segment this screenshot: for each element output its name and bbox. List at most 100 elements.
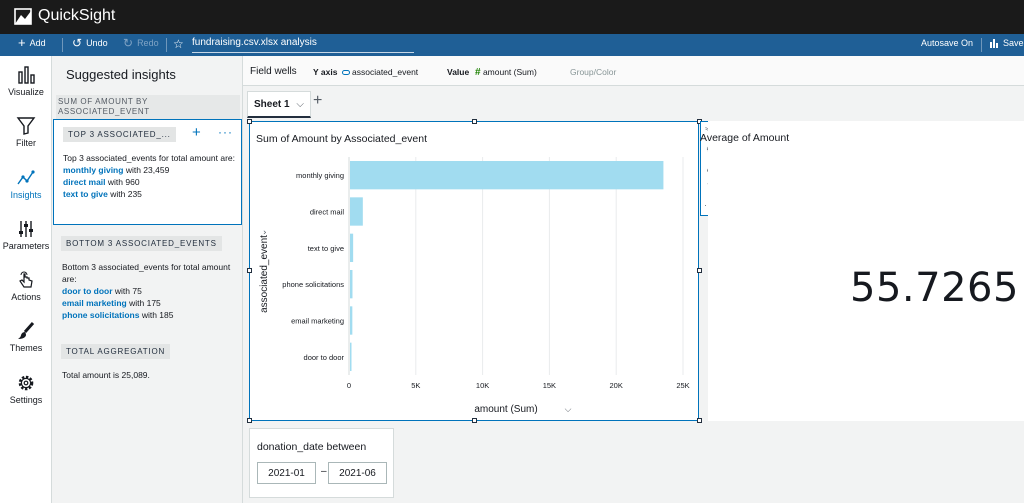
divider [981, 38, 982, 52]
y-axis-well[interactable]: associated_event [342, 67, 418, 77]
insight-tag: TOP 3 ASSOCIATED_... [63, 127, 176, 142]
bar[interactable] [350, 269, 353, 299]
nav-label: Parameters [2, 241, 50, 251]
analysis-toolbar: + Add ↺ Undo ↻ Redo ☆ fundraising.csv.xl… [0, 34, 1024, 56]
save-label: Save [1003, 38, 1024, 48]
kpi-title: Average of Amount [700, 132, 790, 144]
nav-label: Filter [16, 138, 36, 148]
redo-label: Redo [137, 38, 159, 48]
quicksight-logo-icon[interactable] [14, 8, 32, 25]
y-axis-field: associated_event [352, 67, 419, 77]
insight-row: text to give with 235 [63, 188, 235, 200]
y-tick-label: phone solicitations [282, 280, 344, 289]
save-button[interactable]: Save [989, 38, 1024, 48]
sliders-icon [19, 221, 33, 237]
y-axis-title[interactable]: associated_event [259, 235, 270, 313]
add-sheet-plus-icon[interactable]: + [313, 92, 323, 109]
y-tick-label: direct mail [310, 208, 345, 217]
left-navigation: Visualize Filter Insights Parameters Act… [0, 56, 52, 503]
value-well[interactable]: # amount (Sum) [475, 67, 537, 78]
y-tick-label: email marketing [291, 317, 344, 326]
y-axis-well-label: Y axis [313, 67, 338, 77]
nav-label: Insights [10, 190, 42, 200]
insight-card-bottom3[interactable]: Bottom 3 associated_events for total amo… [62, 261, 234, 321]
insight-tag-total: TOTAL AGGREGATION [61, 344, 171, 359]
insight-row: email marketing with 175 [62, 297, 234, 309]
resize-handle[interactable] [697, 418, 702, 423]
tab-sheet-1[interactable]: Sheet 1 ⌵ [247, 91, 311, 118]
add-insight-plus-icon[interactable]: + [192, 124, 201, 141]
kpi-value: 55.7265 [850, 265, 1019, 311]
undo-button[interactable]: ↺ Undo [72, 37, 108, 49]
tab-label: Sheet 1 [254, 99, 290, 110]
date-range-filter-control: donation_date between 2021-01 – 2021-06 [249, 428, 394, 498]
insight-link[interactable]: phone solicitations [62, 310, 140, 320]
add-button[interactable]: + Add [18, 36, 46, 49]
dimension-icon [342, 70, 350, 75]
insight-link[interactable]: monthly giving [63, 165, 124, 175]
insight-link[interactable]: direct mail [63, 177, 106, 187]
x-tick-label: 10K [476, 381, 489, 390]
paintbrush-icon [18, 322, 35, 339]
insight-value: with 960 [107, 177, 140, 187]
insight-row: phone solicitations with 185 [62, 309, 234, 321]
field-wells-bar: Field wells Y axis associated_event Valu… [243, 56, 1024, 86]
nav-filter[interactable]: Filter [0, 117, 52, 148]
insights-icon [17, 170, 35, 185]
field-wells-label[interactable]: Field wells [250, 66, 297, 77]
nav-settings[interactable]: Settings [0, 374, 52, 405]
bar[interactable] [350, 197, 363, 226]
redo-button[interactable]: ↻ Redo [123, 36, 159, 50]
chevron-down-icon[interactable]: ⌵ [296, 99, 304, 110]
top-bar: QuickSight [0, 0, 1024, 34]
resize-handle[interactable] [247, 119, 252, 124]
insight-value: with 185 [141, 310, 174, 320]
nav-parameters[interactable]: Parameters [0, 220, 52, 251]
nav-visualize[interactable]: Visualize [0, 66, 52, 97]
visual-title: Sum of Amount by Associated_event [256, 133, 428, 145]
insight-card-total[interactable]: Total amount is 25,089. [62, 370, 150, 380]
nav-actions[interactable]: Actions [0, 271, 52, 302]
add-label: Add [29, 38, 46, 48]
bar[interactable] [350, 233, 354, 263]
insight-row: direct mail with 960 [63, 176, 235, 188]
favorite-star-icon[interactable]: ☆ [173, 37, 184, 51]
analysis-name-input[interactable]: fundraising.csv.xlsx analysis [192, 37, 414, 53]
bar[interactable] [350, 160, 664, 190]
more-options-icon[interactable]: ··· [218, 125, 233, 139]
x-tick-label: 20K [610, 381, 623, 390]
insight-link[interactable]: email marketing [62, 298, 127, 308]
resize-handle[interactable] [247, 268, 252, 273]
nav-themes[interactable]: Themes [0, 322, 52, 353]
group-color-well[interactable]: Group/Color [570, 67, 617, 77]
bar[interactable] [350, 342, 352, 372]
autosave-toggle[interactable]: Autosave On [921, 38, 974, 48]
bar[interactable] [350, 306, 353, 335]
divider [166, 38, 167, 52]
filter-label: donation_date between [257, 441, 367, 453]
insight-link[interactable]: door to door [62, 286, 113, 296]
value-field: amount (Sum) [482, 67, 537, 77]
resize-handle[interactable] [697, 268, 702, 273]
bar-chart-visual[interactable]: Sum of Amount by Associated_event 0 5K 10K… [249, 121, 699, 421]
filter-icon [16, 117, 36, 135]
resize-handle[interactable] [247, 418, 252, 423]
insight-value: with 235 [110, 189, 142, 199]
insight-tag-bottom3: BOTTOM 3 ASSOCIATED_EVENTS [61, 236, 222, 251]
insight-link[interactable]: text to give [63, 189, 108, 199]
x-axis-title[interactable]: amount (Sum) [474, 404, 537, 415]
resize-handle[interactable] [472, 418, 477, 423]
date-to-input[interactable]: 2021-06 [328, 462, 387, 484]
value-well-label: Value [447, 67, 470, 77]
y-tick-label: monthly giving [296, 171, 344, 180]
measure-hash-icon: # [475, 67, 481, 78]
date-from-input[interactable]: 2021-01 [257, 462, 316, 484]
app-title[interactable]: QuickSight [38, 7, 116, 24]
kpi-visual[interactable]: Average of Amount 55.7265 [700, 121, 1024, 421]
insight-card-top3[interactable]: TOP 3 ASSOCIATED_... + ··· Top 3 associa… [53, 119, 242, 225]
nav-insights[interactable]: Insights [0, 169, 52, 200]
resize-handle[interactable] [472, 119, 477, 124]
insight-row: door to door with 75 [62, 285, 234, 297]
nav-label: Themes [9, 343, 43, 353]
redo-icon: ↻ [123, 36, 134, 50]
